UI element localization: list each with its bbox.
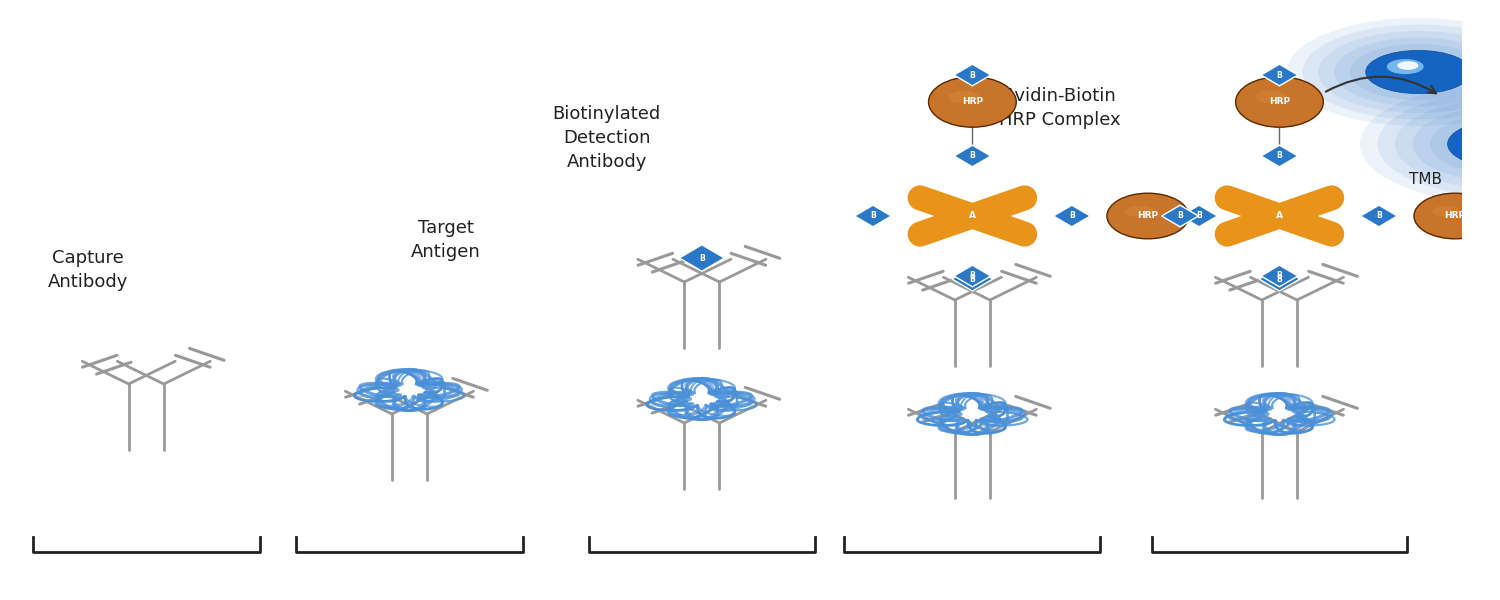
Circle shape xyxy=(1413,106,1500,182)
Circle shape xyxy=(1482,132,1500,142)
Ellipse shape xyxy=(1107,193,1190,239)
Text: B: B xyxy=(1070,211,1074,220)
Text: B: B xyxy=(1376,211,1382,220)
Text: A: A xyxy=(969,211,976,220)
Text: B: B xyxy=(1276,271,1282,280)
Circle shape xyxy=(1398,61,1419,70)
Ellipse shape xyxy=(1236,77,1323,127)
Circle shape xyxy=(1377,91,1500,197)
Circle shape xyxy=(1388,59,1423,74)
Ellipse shape xyxy=(1432,206,1461,217)
Text: B: B xyxy=(699,254,705,263)
Circle shape xyxy=(1350,44,1486,100)
Circle shape xyxy=(1395,98,1500,190)
Polygon shape xyxy=(1053,205,1090,227)
Polygon shape xyxy=(1360,205,1398,227)
Circle shape xyxy=(1448,120,1500,168)
Ellipse shape xyxy=(1125,206,1154,217)
Polygon shape xyxy=(1262,265,1298,287)
Text: B: B xyxy=(1276,151,1282,160)
Polygon shape xyxy=(855,205,891,227)
Text: HRP: HRP xyxy=(962,97,982,107)
Polygon shape xyxy=(954,64,992,86)
Text: B: B xyxy=(870,211,876,220)
Ellipse shape xyxy=(1256,91,1286,103)
Polygon shape xyxy=(680,245,724,271)
Polygon shape xyxy=(954,145,992,167)
Circle shape xyxy=(1318,31,1500,113)
Polygon shape xyxy=(1262,64,1298,86)
Polygon shape xyxy=(1258,267,1300,291)
Text: B: B xyxy=(1196,211,1202,220)
Circle shape xyxy=(1360,84,1500,204)
Text: B: B xyxy=(1276,275,1282,283)
Text: Avidin-Biotin
HRP Complex: Avidin-Biotin HRP Complex xyxy=(999,87,1120,129)
Ellipse shape xyxy=(1414,193,1496,239)
Ellipse shape xyxy=(928,77,1017,127)
Text: B: B xyxy=(969,275,975,283)
Polygon shape xyxy=(952,267,993,291)
Text: HRP: HRP xyxy=(1444,211,1466,220)
Circle shape xyxy=(1334,37,1500,107)
Polygon shape xyxy=(1180,205,1218,227)
Ellipse shape xyxy=(948,91,980,103)
Text: B: B xyxy=(969,151,975,160)
Polygon shape xyxy=(1262,145,1298,167)
Text: Capture
Antibody: Capture Antibody xyxy=(48,249,128,291)
Circle shape xyxy=(1365,50,1472,94)
Text: Biotinylated
Detection
Antibody: Biotinylated Detection Antibody xyxy=(552,106,662,170)
Text: B: B xyxy=(1178,211,1184,220)
Text: HRP: HRP xyxy=(1137,211,1158,220)
Circle shape xyxy=(1287,18,1500,126)
Polygon shape xyxy=(954,265,992,287)
Text: A: A xyxy=(1276,211,1282,220)
Text: TMB: TMB xyxy=(1408,173,1442,187)
Polygon shape xyxy=(1488,205,1500,227)
Text: B: B xyxy=(969,271,975,280)
Text: HRP: HRP xyxy=(1269,97,1290,107)
Circle shape xyxy=(1302,25,1500,119)
Polygon shape xyxy=(1161,205,1198,227)
Text: Target
Antigen: Target Antigen xyxy=(411,219,482,261)
Text: B: B xyxy=(1276,70,1282,79)
Circle shape xyxy=(1430,113,1500,175)
Text: B: B xyxy=(969,70,975,79)
Circle shape xyxy=(1472,130,1500,146)
